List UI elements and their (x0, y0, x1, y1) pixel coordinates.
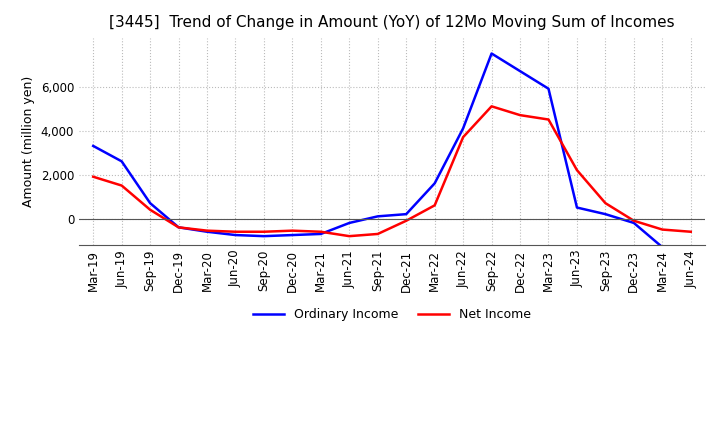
Ordinary Income (629, 220, 638, 226)
Net Income (345, 234, 354, 239)
Net Income (374, 231, 382, 237)
Ordinary Income (544, 86, 553, 92)
Net Income (317, 229, 325, 235)
Ordinary Income (288, 232, 297, 238)
Net Income (487, 104, 496, 109)
Title: [3445]  Trend of Change in Amount (YoY) of 12Mo Moving Sum of Incomes: [3445] Trend of Change in Amount (YoY) o… (109, 15, 675, 30)
Legend: Ordinary Income, Net Income: Ordinary Income, Net Income (248, 303, 536, 326)
Net Income (572, 168, 581, 173)
Net Income (174, 225, 183, 230)
Net Income (231, 229, 240, 235)
Ordinary Income (431, 181, 439, 186)
Ordinary Income (459, 126, 467, 131)
Net Income (146, 207, 155, 213)
Ordinary Income (89, 143, 97, 149)
Net Income (431, 203, 439, 208)
Ordinary Income (203, 229, 212, 235)
Ordinary Income (402, 212, 410, 217)
Net Income (260, 229, 269, 235)
Ordinary Income (487, 51, 496, 56)
Ordinary Income (658, 245, 667, 250)
Ordinary Income (231, 232, 240, 238)
Ordinary Income (260, 234, 269, 239)
Ordinary Income (117, 159, 126, 164)
Net Income (516, 113, 524, 118)
Ordinary Income (345, 220, 354, 226)
Ordinary Income (317, 231, 325, 237)
Ordinary Income (572, 205, 581, 210)
Net Income (402, 218, 410, 224)
Net Income (601, 201, 610, 206)
Net Income (459, 135, 467, 140)
Net Income (629, 218, 638, 224)
Ordinary Income (374, 214, 382, 219)
Line: Net Income: Net Income (93, 106, 690, 236)
Ordinary Income (146, 201, 155, 206)
Net Income (117, 183, 126, 188)
Net Income (658, 227, 667, 232)
Ordinary Income (174, 225, 183, 230)
Net Income (288, 228, 297, 233)
Ordinary Income (686, 251, 695, 257)
Net Income (89, 174, 97, 180)
Y-axis label: Amount (million yen): Amount (million yen) (22, 76, 35, 207)
Line: Ordinary Income: Ordinary Income (93, 54, 690, 254)
Net Income (203, 228, 212, 233)
Ordinary Income (601, 212, 610, 217)
Ordinary Income (516, 69, 524, 74)
Net Income (686, 229, 695, 235)
Net Income (544, 117, 553, 122)
